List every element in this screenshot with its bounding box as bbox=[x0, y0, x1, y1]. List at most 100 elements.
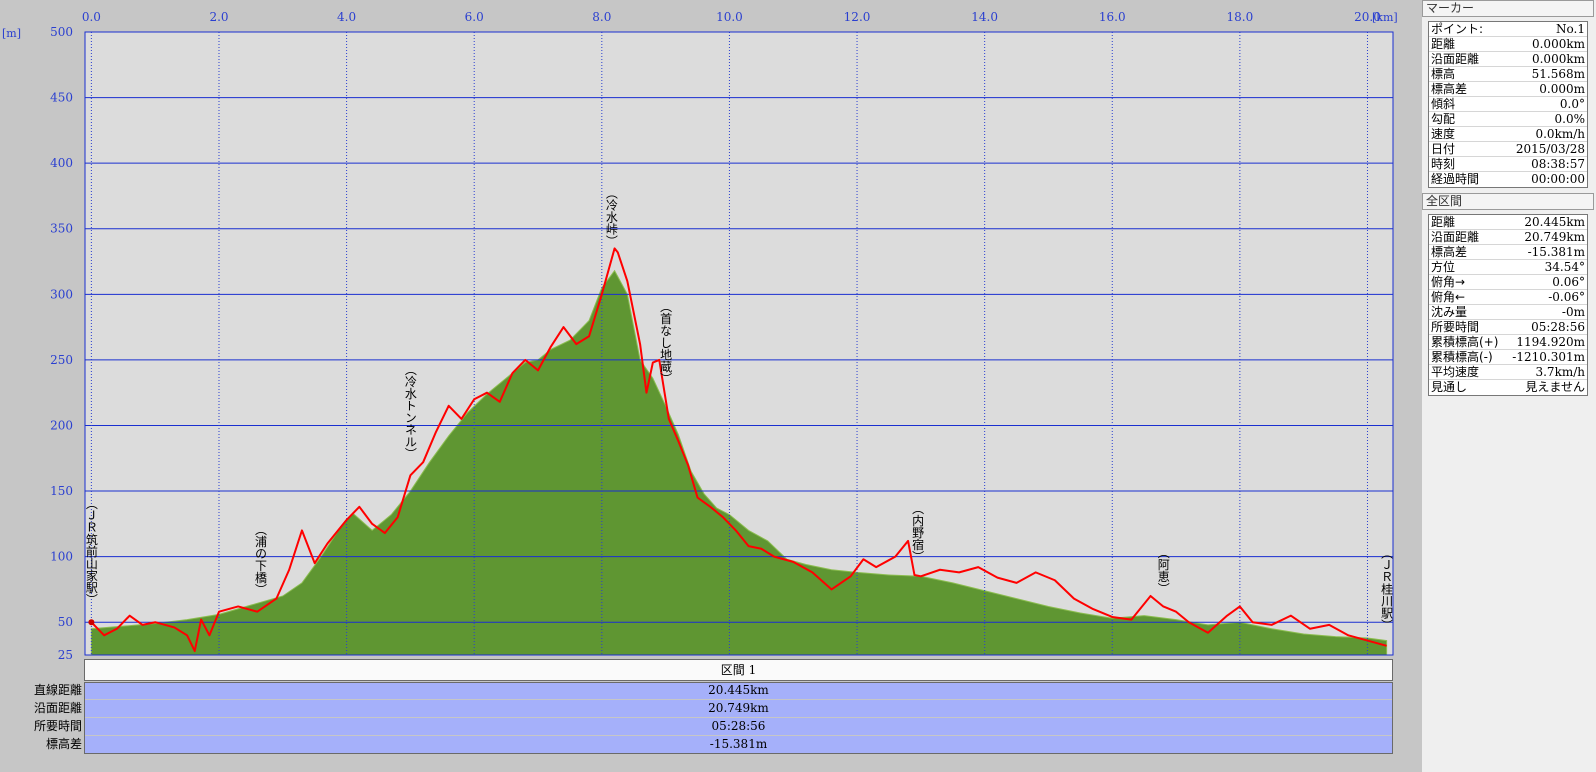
info-row: 沈み量 -0m bbox=[1429, 305, 1587, 320]
x-tick-label: 14.0 bbox=[971, 10, 998, 24]
x-tick-label: 20.0 bbox=[1354, 10, 1381, 24]
info-key: 見通し bbox=[1431, 380, 1468, 394]
info-key: 沿面距離 bbox=[1431, 52, 1480, 66]
summary-label: 所要時間 bbox=[33, 719, 82, 733]
info-value: 08:38:57 bbox=[1531, 157, 1585, 171]
x-tick-label: 0.0 bbox=[82, 10, 101, 24]
y-tick-label: 250 bbox=[50, 353, 73, 367]
y-tick-label: 450 bbox=[50, 91, 73, 105]
info-value: 見えません bbox=[1525, 380, 1585, 394]
info-key: 距離 bbox=[1431, 37, 1456, 51]
y-unit-label: [m] bbox=[2, 27, 21, 40]
waypoint-label: （首なし地蔵） bbox=[659, 300, 673, 384]
waypoint-label: （阿恵） bbox=[1156, 546, 1170, 594]
info-key: 累積標高(+) bbox=[1431, 335, 1499, 349]
waypoint-label: （浦の下橋） bbox=[253, 524, 267, 596]
x-tick-label: 12.0 bbox=[844, 10, 871, 24]
y-tick-label: 300 bbox=[50, 287, 73, 301]
x-tick-label: 10.0 bbox=[716, 10, 743, 24]
total-info-table: 距離 20.445km 沿面距離 20.749km 標高差 -15.381m 方位 34.54… bbox=[1428, 214, 1588, 396]
info-row: 距離 0.000km bbox=[1429, 37, 1587, 52]
info-key: 俯角→ bbox=[1431, 275, 1466, 289]
summary-label: 直線距離 bbox=[33, 683, 82, 697]
info-value: -1210.301m bbox=[1512, 350, 1585, 364]
info-key: ポイント: bbox=[1431, 22, 1484, 36]
summary-value: 20.749km bbox=[84, 700, 1393, 717]
info-key: 標高差 bbox=[1431, 245, 1468, 259]
summary-row-straight-distance: 直線距離 20.445km bbox=[0, 682, 1393, 699]
info-row: 所要時間 05:28:56 bbox=[1429, 320, 1587, 335]
info-key: 方位 bbox=[1431, 260, 1456, 274]
info-row: 距離 20.445km bbox=[1429, 215, 1587, 230]
summary-value: -15.381m bbox=[84, 736, 1393, 753]
info-value: No.1 bbox=[1556, 22, 1585, 36]
info-value: 0.000km bbox=[1531, 52, 1585, 66]
info-value: 34.54° bbox=[1544, 260, 1585, 274]
summary-row-elevation-diff: 標高差 -15.381m bbox=[0, 736, 1393, 753]
section-header: 区間 1 bbox=[84, 659, 1393, 681]
y-tick-label: 150 bbox=[50, 484, 73, 498]
info-key: 沈み量 bbox=[1431, 305, 1468, 319]
info-value: 0.000km bbox=[1531, 37, 1585, 51]
info-key: 日付 bbox=[1431, 142, 1456, 156]
elevation-chart-svg[interactable]: 500 450 400 350 300 250 200 150 100 50 25 0.0 2.0 4.0… bbox=[0, 0, 1410, 772]
info-value: 00:00:00 bbox=[1531, 172, 1585, 186]
info-key: 沿面距離 bbox=[1431, 230, 1480, 244]
info-value: 0.0km/h bbox=[1535, 127, 1585, 141]
info-row: 標高差 0.000m bbox=[1429, 82, 1587, 97]
info-row: 時刻 08:38:57 bbox=[1429, 157, 1587, 172]
info-value: 20.445km bbox=[1524, 215, 1585, 229]
info-key: 所要時間 bbox=[1431, 320, 1480, 334]
waypoint-label: （内野宿） bbox=[911, 503, 925, 563]
info-row: 平均速度 3.7km/h bbox=[1429, 365, 1587, 380]
total-panel-title[interactable]: 全区間 bbox=[1422, 193, 1594, 210]
summary-value: 05:28:56 bbox=[84, 718, 1393, 735]
info-row: 標高 51.568m bbox=[1429, 67, 1587, 82]
info-row: 傾斜 0.0° bbox=[1429, 97, 1587, 112]
marker-panel-title[interactable]: マーカー bbox=[1422, 0, 1594, 17]
x-tick-label: 18.0 bbox=[1227, 10, 1254, 24]
info-value: 0.000m bbox=[1539, 82, 1585, 96]
info-key: 時刻 bbox=[1431, 157, 1456, 171]
x-tick-label: 16.0 bbox=[1099, 10, 1126, 24]
section-summary: 直線距離 20.445km 沿面距離 20.749km 所要時間 05:28:5… bbox=[0, 682, 1393, 754]
marker-info-table: ポイント: No.1 距離 0.000km 沿面距離 0.000km 標高 51.568m 標高… bbox=[1428, 21, 1588, 188]
info-row: 方位 34.54° bbox=[1429, 260, 1587, 275]
info-key: 累積標高(-) bbox=[1431, 350, 1493, 364]
info-value: 0.0% bbox=[1554, 112, 1586, 126]
info-row: 累積標高(+) 1194.920m bbox=[1429, 335, 1587, 350]
info-side-panel: マーカー ポイント: No.1 距離 0.000km 沿面距離 0.000km 標高 51.5… bbox=[1422, 0, 1596, 772]
y-tick-label: 50 bbox=[58, 615, 73, 629]
elevation-chart[interactable]: 500 450 400 350 300 250 200 150 100 50 25 0.0 2.0 4.0… bbox=[0, 0, 1410, 772]
info-key: 平均速度 bbox=[1431, 365, 1480, 379]
waypoint-label: （冷水トンネル） bbox=[403, 363, 417, 459]
info-value: 2015/03/28 bbox=[1515, 142, 1585, 156]
info-value: 0.0° bbox=[1559, 97, 1585, 111]
y-tick-label: 400 bbox=[50, 156, 73, 170]
plot-border bbox=[84, 31, 1394, 656]
info-row: 見通し 見えません bbox=[1429, 380, 1587, 395]
info-value: 0.06° bbox=[1552, 275, 1585, 289]
info-value: -0m bbox=[1561, 305, 1585, 319]
info-row: 累積標高(-) -1210.301m bbox=[1429, 350, 1587, 365]
info-row: 勾配 0.0% bbox=[1429, 112, 1587, 127]
info-key: 標高 bbox=[1431, 67, 1456, 81]
y-tick-label: 25 bbox=[58, 648, 73, 662]
x-tick-label: 4.0 bbox=[337, 10, 356, 24]
info-value: 1194.920m bbox=[1516, 335, 1585, 349]
y-tick-label: 500 bbox=[50, 25, 73, 39]
info-key: 距離 bbox=[1431, 215, 1456, 229]
info-row: 日付 2015/03/28 bbox=[1429, 142, 1587, 157]
info-key: 勾配 bbox=[1431, 112, 1456, 126]
info-value: 20.749km bbox=[1524, 230, 1585, 244]
waypoint-label: （ＪＲ筑前山家駅） bbox=[84, 497, 98, 605]
info-key: 経過時間 bbox=[1431, 172, 1480, 186]
info-row: 俯角← -0.06° bbox=[1429, 290, 1587, 305]
waypoint-label: （冷水峠） bbox=[604, 187, 618, 247]
info-value: 05:28:56 bbox=[1531, 320, 1585, 334]
info-key: 傾斜 bbox=[1431, 97, 1456, 111]
y-tick-label: 100 bbox=[50, 550, 73, 564]
start-marker bbox=[88, 619, 95, 626]
info-value: -0.06° bbox=[1548, 290, 1585, 304]
info-key: 速度 bbox=[1431, 127, 1456, 141]
